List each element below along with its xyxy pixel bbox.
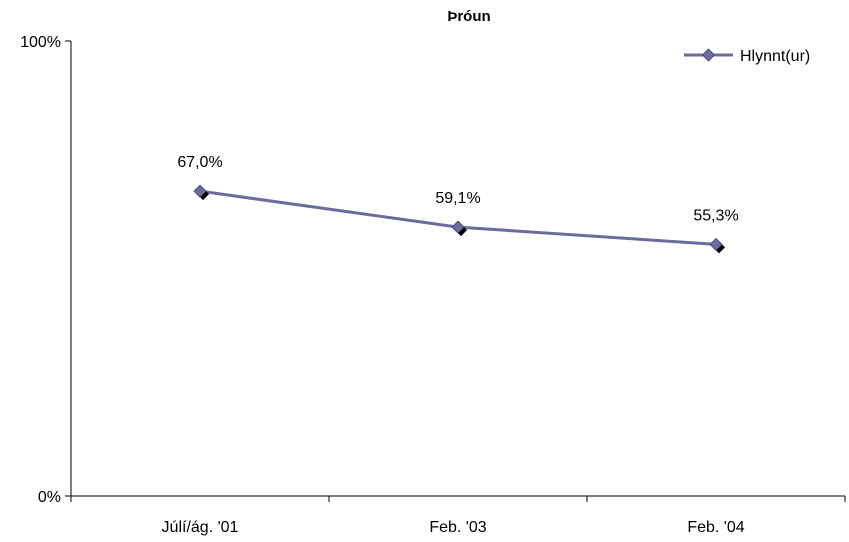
legend-marker-icon <box>701 48 716 62</box>
y-tick-label: 100% <box>20 34 61 51</box>
series-layer <box>193 184 725 254</box>
data-point <box>193 184 207 198</box>
data-label: 55,3% <box>693 207 738 224</box>
data-label: 67,0% <box>177 154 222 171</box>
legend-label: Hlynnt(ur) <box>740 48 810 65</box>
chart-title: Þróun <box>447 8 490 25</box>
y-axis-ticks: 0% 100% <box>20 34 71 506</box>
x-tick-label: Júlí/ág. '01 <box>162 519 239 536</box>
y-tick-label: 0% <box>38 489 61 506</box>
data-label: 59,1% <box>435 190 480 207</box>
data-point <box>709 237 723 251</box>
data-labels: 67,0% 59,1% 55,3% <box>177 154 738 224</box>
x-tick-label: Feb. '03 <box>429 519 486 536</box>
x-axis-ticks: Júlí/ág. '01 Feb. '03 Feb. '04 <box>70 496 846 536</box>
data-point <box>451 220 465 234</box>
x-tick-label: Feb. '04 <box>687 519 744 536</box>
legend: Hlynnt(ur) <box>684 48 810 65</box>
